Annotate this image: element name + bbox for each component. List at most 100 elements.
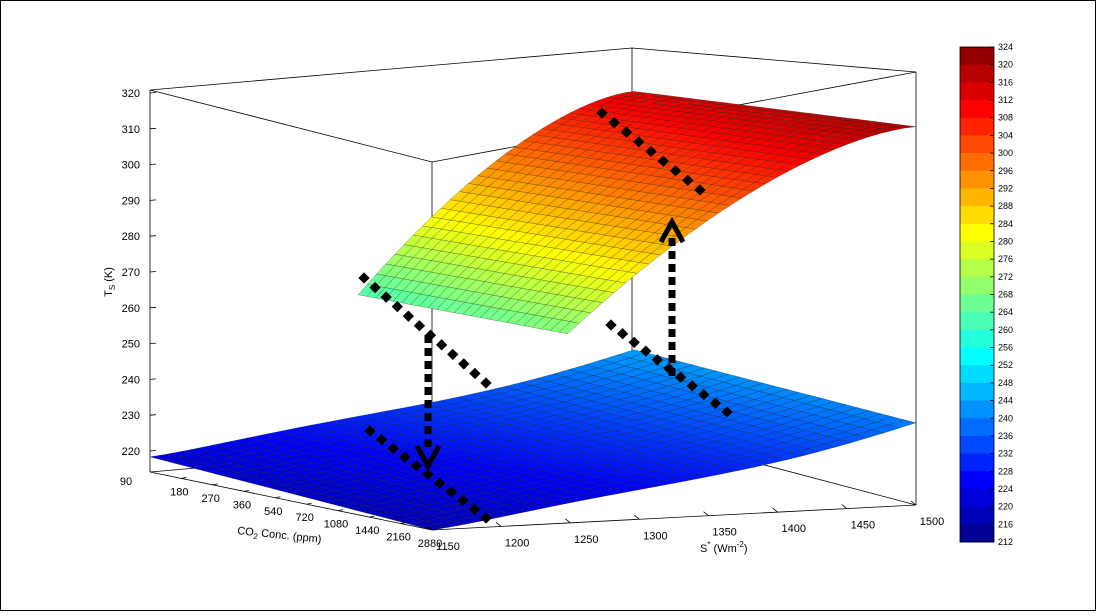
- colorbar-band: [960, 100, 994, 119]
- co2-tick: [369, 515, 375, 518]
- warm-edge-left-mark: [458, 358, 470, 370]
- colorbar: 324 320 316 312 308 304 300 296 292 288 284 280 276 2…: [959, 42, 1013, 547]
- colorbar-label: 248: [998, 378, 1013, 388]
- co2-tick: [275, 496, 281, 499]
- arrow-up-dash: [668, 264, 676, 272]
- co2-tick-label: 180: [170, 486, 188, 498]
- colorbar-label: 224: [998, 484, 1013, 494]
- z-tick: [149, 163, 157, 165]
- colorbar-label: 236: [998, 431, 1013, 441]
- z-tick: [149, 342, 157, 344]
- colorbar-band: [960, 347, 994, 366]
- colorbar-band: [960, 170, 994, 189]
- arrow-down-dash: [424, 361, 432, 369]
- colorbar-band: [960, 471, 994, 490]
- colorbar-label: 304: [998, 130, 1013, 140]
- s-tick-label: 1150: [436, 541, 460, 553]
- cold-edge-right-mark: [651, 354, 664, 366]
- cold-edge-left-mark: [480, 512, 492, 524]
- s-tick: [565, 518, 571, 524]
- x-axis-line: [149, 471, 433, 531]
- colorbar-label: 288: [998, 201, 1013, 211]
- colorbar-label: 296: [998, 166, 1013, 176]
- co2-tick-label: 360: [233, 499, 251, 511]
- z-axis-label: TS (K): [103, 267, 117, 297]
- colorbar-label: 292: [998, 183, 1013, 193]
- colorbar-band: [960, 117, 994, 136]
- warm-edge-left-mark: [369, 281, 381, 294]
- colorbar-label: 308: [998, 113, 1013, 123]
- co2-tick-label: 540: [264, 506, 282, 518]
- colorbar-label: 212: [998, 537, 1013, 547]
- s-tick-label: 1500: [920, 516, 944, 528]
- warm-edge-right-mark: [669, 165, 682, 177]
- s-ticks: 1150 1200 1250 1300 1350 1400 1450 1500: [426, 500, 944, 553]
- cold-edge-left-mark: [433, 477, 446, 489]
- colorbar-label: 256: [998, 343, 1013, 353]
- z-tick: [149, 378, 157, 380]
- colorbar-label: 252: [998, 360, 1013, 370]
- arrow-down-dash: [424, 413, 432, 421]
- colorbar-band: [960, 241, 994, 260]
- s-tick-label: 1450: [851, 520, 875, 532]
- warm-edge-left-mark: [447, 348, 459, 361]
- z-tick-label: 290: [122, 195, 140, 207]
- arrow-down-dash: [424, 387, 432, 395]
- colorbar-band: [960, 524, 994, 543]
- s-tick: [634, 514, 640, 520]
- arrow-up-dash: [668, 238, 676, 246]
- colorbar-label: 320: [998, 60, 1013, 70]
- co2-tick-label: 2880: [418, 538, 442, 550]
- warm-edge-right-mark: [620, 126, 633, 138]
- z-tick: [149, 306, 157, 309]
- colorbar-label: 268: [998, 290, 1013, 300]
- co2-tick-label: 90: [120, 476, 132, 488]
- arrow-up: [658, 216, 686, 376]
- colorbar-label: 280: [998, 236, 1013, 246]
- arrow-down-dash: [424, 439, 432, 447]
- colorbar-label: 312: [998, 95, 1013, 105]
- z-tick: [149, 450, 157, 452]
- arrow-down-dash: [424, 374, 432, 382]
- s-tick-label: 1350: [712, 527, 736, 539]
- colorbar-label: 316: [998, 77, 1013, 87]
- arrow-down-dash: [424, 348, 432, 356]
- co2-tick: [337, 509, 344, 512]
- arrow-up-head: [658, 216, 686, 244]
- z-tick-label: 280: [122, 231, 140, 243]
- warm-edge-left-mark: [402, 310, 415, 322]
- colorbar-label: 264: [998, 307, 1013, 317]
- colorbar-band: [960, 418, 994, 437]
- co2-tick-label: 1440: [355, 525, 379, 537]
- colorbar-band: [960, 64, 994, 83]
- cold-edge-right-mark: [709, 397, 722, 409]
- co2-tick: [212, 483, 218, 486]
- arrow-down-dash: [424, 400, 432, 408]
- colorbar-label: 232: [998, 449, 1013, 459]
- z-tick: [149, 199, 157, 201]
- s-tick: [841, 504, 848, 509]
- cold-edge-left-mark: [375, 434, 388, 446]
- colorbar-band: [960, 259, 994, 278]
- cold-edge-right-mark: [605, 319, 617, 331]
- arrow-up-dash: [668, 368, 676, 376]
- colorbar-band: [960, 453, 994, 472]
- arrow-down-head: [414, 444, 442, 472]
- z-tick-label: 260: [122, 303, 140, 315]
- y-axis-label: S* (Wm-2): [700, 540, 748, 555]
- warm-edge-left-mark: [480, 377, 492, 389]
- s-tick-label: 1400: [781, 523, 805, 535]
- arrow-down-dash: [424, 426, 432, 434]
- hysteresis-arrows: [358, 107, 733, 524]
- arrow-up-dash: [668, 355, 676, 363]
- colorbar-label: 300: [998, 148, 1013, 158]
- z-ticks: 220 230 240 250 260 270 280 290 300 310 320 90: [120, 88, 157, 488]
- warm-branch-surface: [357, 91, 917, 334]
- cold-edge-right-mark: [721, 406, 733, 418]
- co2-tick-label: 2160: [386, 532, 410, 544]
- colorbar-label: 260: [998, 325, 1013, 335]
- arrow-up-dash: [668, 251, 676, 259]
- warm-edge-right-mark: [682, 174, 694, 187]
